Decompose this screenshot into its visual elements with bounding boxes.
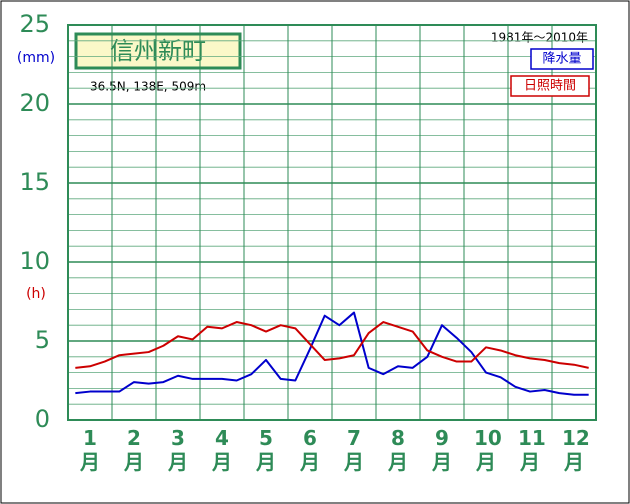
title-box [74, 32, 242, 70]
x-tick-label: 8月 [388, 426, 408, 474]
x-tick-label: 1月 [80, 426, 100, 474]
y-tick-label: 10 [19, 247, 50, 275]
x-tick-label: 10月 [474, 426, 502, 474]
series-line [75, 311, 589, 396]
legend-label: 日照時間 [524, 79, 576, 94]
x-tick-label: 5月 [256, 426, 276, 474]
x-tick-label: 6月 [300, 426, 320, 474]
y-tick-label: 15 [19, 168, 50, 196]
series-line [75, 321, 589, 369]
legend-box [510, 75, 590, 97]
chart-title: 信州新町 [110, 37, 206, 65]
y-tick-label: 20 [19, 89, 50, 117]
y-tick-label: 5 [35, 326, 50, 354]
x-tick-label: 4月 [212, 426, 232, 474]
plot-border [67, 24, 597, 421]
legend-label: 降水量 [542, 52, 581, 67]
period: 1981年〜2010年 [491, 31, 588, 45]
x-tick-label: 9月 [432, 426, 452, 474]
y-unit-label: (h) [26, 286, 46, 302]
x-tick-label: 3月 [168, 426, 188, 474]
x-tick-label: 2月 [124, 426, 144, 474]
x-tick-label: 11月 [518, 426, 546, 474]
y-tick-label: 0 [35, 405, 50, 433]
y-unit-label: (mm) [17, 50, 55, 66]
x-tick-label: 12月 [562, 426, 590, 474]
y-tick-label: 25 [19, 10, 50, 38]
legend-box [530, 48, 594, 70]
subtitle: 36.5N, 138E, 509m [90, 80, 206, 94]
x-tick-label: 7月 [344, 426, 364, 474]
